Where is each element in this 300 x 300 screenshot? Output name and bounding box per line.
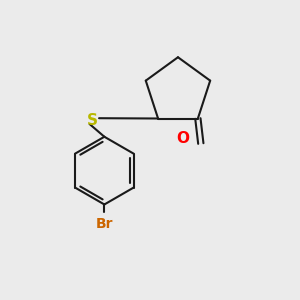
Text: Br: Br [96,217,113,231]
Text: S: S [87,113,98,128]
Text: O: O [176,131,189,146]
